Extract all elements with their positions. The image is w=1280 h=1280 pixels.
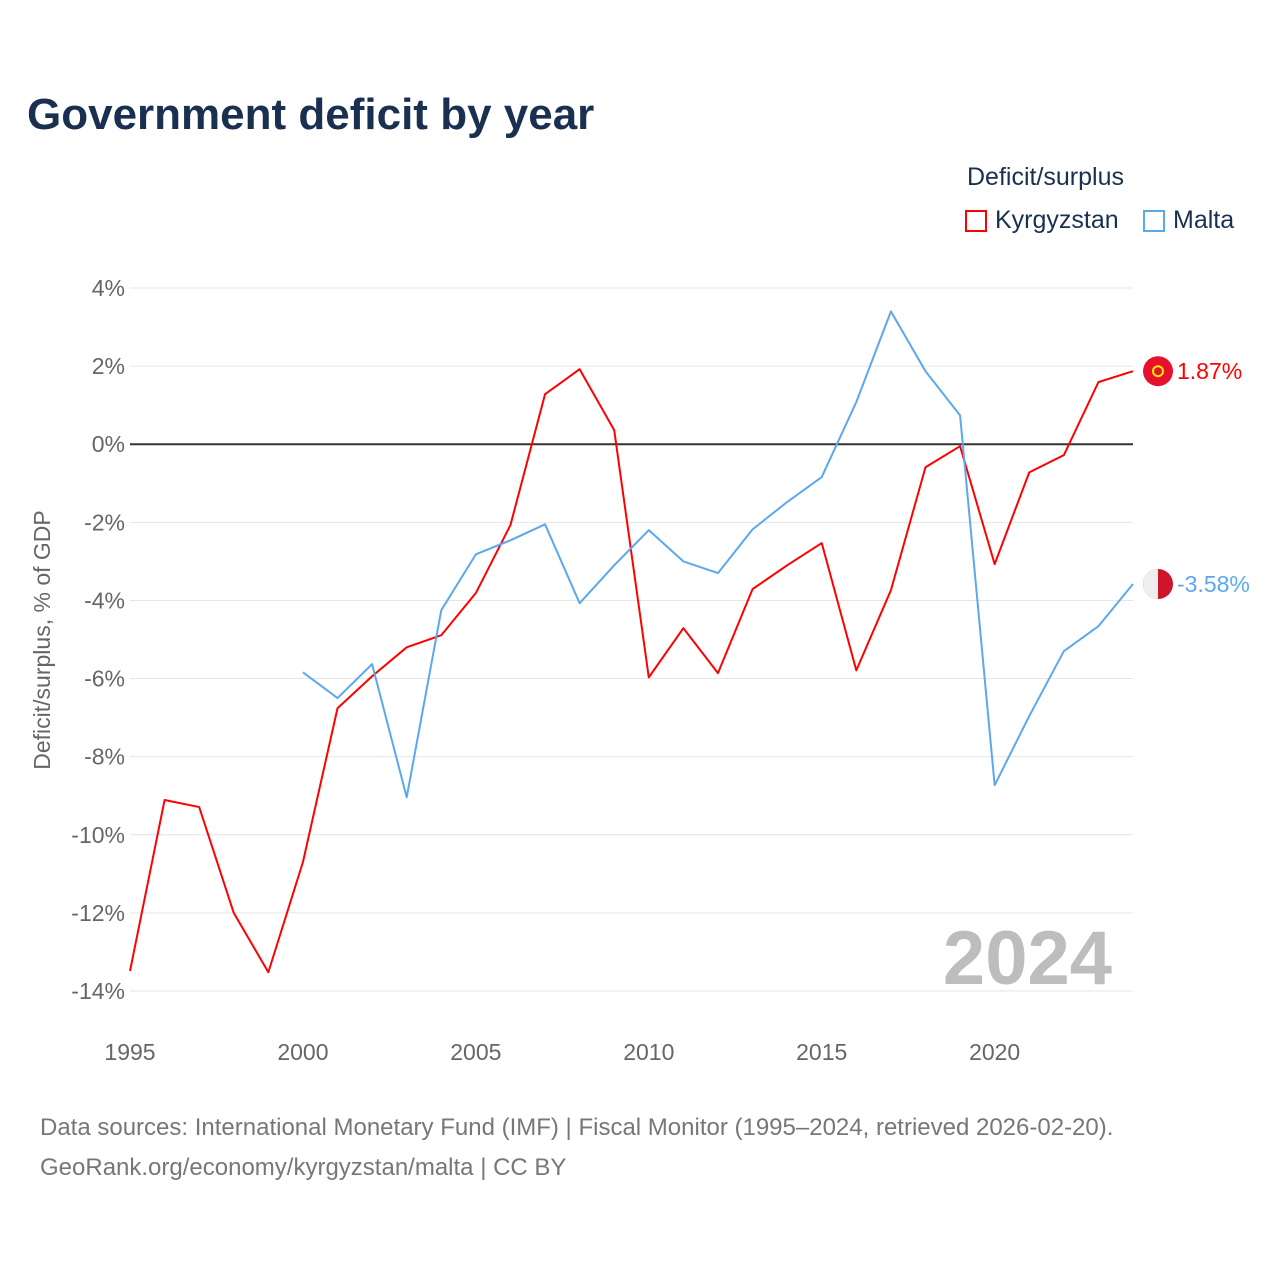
data-point xyxy=(993,783,997,787)
source-line-2: GeoRank.org/economy/kyrgyzstan/malta | C… xyxy=(40,1154,567,1181)
data-point xyxy=(751,587,755,591)
data-point xyxy=(370,674,374,678)
data-point xyxy=(301,670,305,674)
data-point xyxy=(197,805,201,809)
legend-label: Kyrgyzstan xyxy=(995,206,1119,234)
legend-item-kyrgyzstan[interactable]: Kyrgyzstan xyxy=(965,206,1119,235)
data-point xyxy=(1131,582,1135,586)
data-point xyxy=(820,475,824,479)
y-tick-label: -10% xyxy=(71,822,125,848)
y-tick-label: 0% xyxy=(92,431,125,457)
data-point xyxy=(681,559,685,563)
chart-title: Government deficit by year xyxy=(27,90,595,139)
data-point xyxy=(785,563,789,567)
x-tick-label: 2000 xyxy=(277,1039,328,1065)
data-point xyxy=(1131,369,1135,373)
legend-title: Deficit/surplus xyxy=(967,163,1124,191)
x-tick-label: 2010 xyxy=(623,1039,674,1065)
x-tick-label: 2005 xyxy=(450,1039,501,1065)
data-point xyxy=(647,675,651,679)
y-tick-label: -8% xyxy=(84,744,125,770)
x-tick-label: 2020 xyxy=(969,1039,1020,1065)
data-point xyxy=(958,444,962,448)
kyrgyzstan-flag-icon xyxy=(1143,356,1173,387)
data-point xyxy=(751,527,755,531)
data-point xyxy=(923,369,927,373)
data-point xyxy=(647,528,651,532)
series-line-malta xyxy=(302,310,1134,799)
data-point xyxy=(1027,470,1031,474)
y-tick-label: -4% xyxy=(84,587,125,613)
y-tick-label: -6% xyxy=(84,666,125,692)
legend-swatch xyxy=(965,209,987,232)
data-point xyxy=(578,601,582,605)
end-value-label: -3.58% xyxy=(1177,571,1250,597)
flag-sun-icon xyxy=(1152,365,1164,378)
data-point xyxy=(854,668,858,672)
data-point xyxy=(578,367,582,371)
legend-swatch xyxy=(1143,209,1165,232)
data-point xyxy=(820,541,824,545)
data-point xyxy=(266,970,270,974)
legend-item-malta[interactable]: Malta xyxy=(1143,206,1234,235)
data-point xyxy=(232,911,236,915)
end-value-label: 1.87% xyxy=(1177,358,1242,384)
data-point xyxy=(889,588,893,592)
data-point xyxy=(1062,453,1066,457)
legend-label: Malta xyxy=(1173,206,1235,234)
y-tick-label: 2% xyxy=(92,353,125,379)
data-point xyxy=(405,645,409,649)
data-point xyxy=(612,563,616,567)
data-point xyxy=(958,413,962,417)
series-line-kyrgyzstan xyxy=(129,368,1134,974)
data-point xyxy=(474,552,478,556)
x-tick-label: 2015 xyxy=(796,1039,847,1065)
data-point xyxy=(336,696,340,700)
flag-white-half xyxy=(1143,569,1158,600)
source-note: Data sources: International Monetary Fun… xyxy=(40,1108,1113,1188)
y-tick-label: -12% xyxy=(71,900,125,926)
y-tick-label: -2% xyxy=(84,509,125,535)
data-point xyxy=(405,795,409,799)
x-tick-label: 1995 xyxy=(104,1039,155,1065)
y-axis-label: Deficit/surplus, % of GDP xyxy=(29,510,55,769)
data-point xyxy=(128,969,132,973)
year-watermark: 2024 xyxy=(943,916,1112,1001)
data-point xyxy=(508,538,512,542)
data-point xyxy=(439,608,443,612)
data-point xyxy=(439,633,443,637)
data-point xyxy=(370,662,374,666)
data-point xyxy=(854,400,858,404)
y-tick-label: -14% xyxy=(71,978,125,1004)
data-point xyxy=(612,428,616,432)
data-point xyxy=(163,798,167,802)
data-point xyxy=(474,591,478,595)
data-point xyxy=(1096,380,1100,384)
data-point xyxy=(1027,714,1031,718)
data-point xyxy=(543,392,547,396)
y-tick-label: 4% xyxy=(92,275,125,301)
data-point xyxy=(508,523,512,527)
data-point xyxy=(681,626,685,630)
data-point xyxy=(1062,649,1066,653)
data-point xyxy=(716,671,720,675)
data-point xyxy=(301,860,305,864)
data-point xyxy=(1096,624,1100,628)
data-point xyxy=(716,571,720,575)
data-point xyxy=(543,522,547,526)
data-point xyxy=(889,309,893,313)
data-point xyxy=(923,465,927,469)
data-point xyxy=(785,500,789,504)
data-point xyxy=(336,706,340,710)
data-point xyxy=(993,562,997,566)
source-line-1: Data sources: International Monetary Fun… xyxy=(40,1114,1114,1141)
